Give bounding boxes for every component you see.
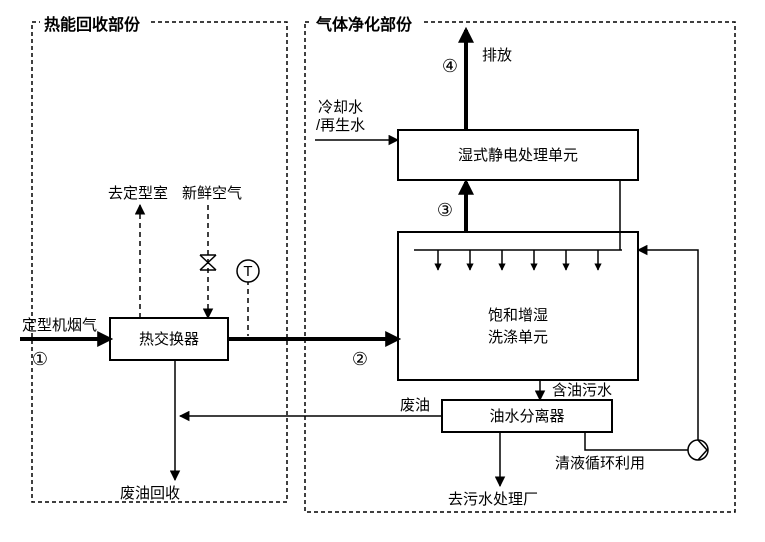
- flue-gas-label: 定型机烟气: [22, 317, 97, 334]
- to-wwtp-label: 去污水处理厂: [448, 491, 538, 508]
- left-section-title: 热能回收部份: [44, 15, 141, 34]
- recycle-line-2: [638, 250, 698, 440]
- circled-4: ④: [442, 56, 458, 76]
- process-diagram: 热能回收部份 气体净化部份 热交换器 湿式静电处理单元 饱和增湿 洗涤单元 油水…: [0, 0, 765, 542]
- recycle-label: 清液循环利用: [555, 455, 645, 472]
- waste-oil-recovery-label: 废油回收: [120, 485, 180, 502]
- right-section-title: 气体净化部份: [315, 15, 413, 34]
- emission-label: 排放: [482, 47, 512, 64]
- fresh-air-label: 新鲜空气: [182, 185, 242, 202]
- circled-1: ①: [32, 349, 48, 369]
- waste-oil-label: 废油: [400, 397, 430, 414]
- recycle-line-1: [585, 432, 688, 450]
- scrubber-label1: 饱和增湿: [488, 307, 548, 324]
- circled-2: ②: [352, 349, 368, 369]
- cooling-water-label1: 冷却水: [318, 99, 363, 116]
- cooling-water-label2: /再生水: [316, 117, 365, 134]
- circled-3: ③: [437, 200, 453, 220]
- temp-sensor-label: T: [243, 263, 252, 280]
- oily-water-label: 含油污水: [552, 382, 612, 399]
- heat-exchanger-label: 热交换器: [139, 330, 199, 348]
- scrubber-label2: 洗涤单元: [488, 329, 548, 346]
- valve-icon: [200, 255, 216, 270]
- wet-esp-label: 湿式静电处理单元: [458, 147, 578, 164]
- pump-icon: [688, 440, 708, 460]
- scrubber-box: [398, 232, 638, 380]
- oil-separator-label: 油水分离器: [489, 408, 564, 425]
- to-setting-room-label: 去定型室: [108, 185, 168, 202]
